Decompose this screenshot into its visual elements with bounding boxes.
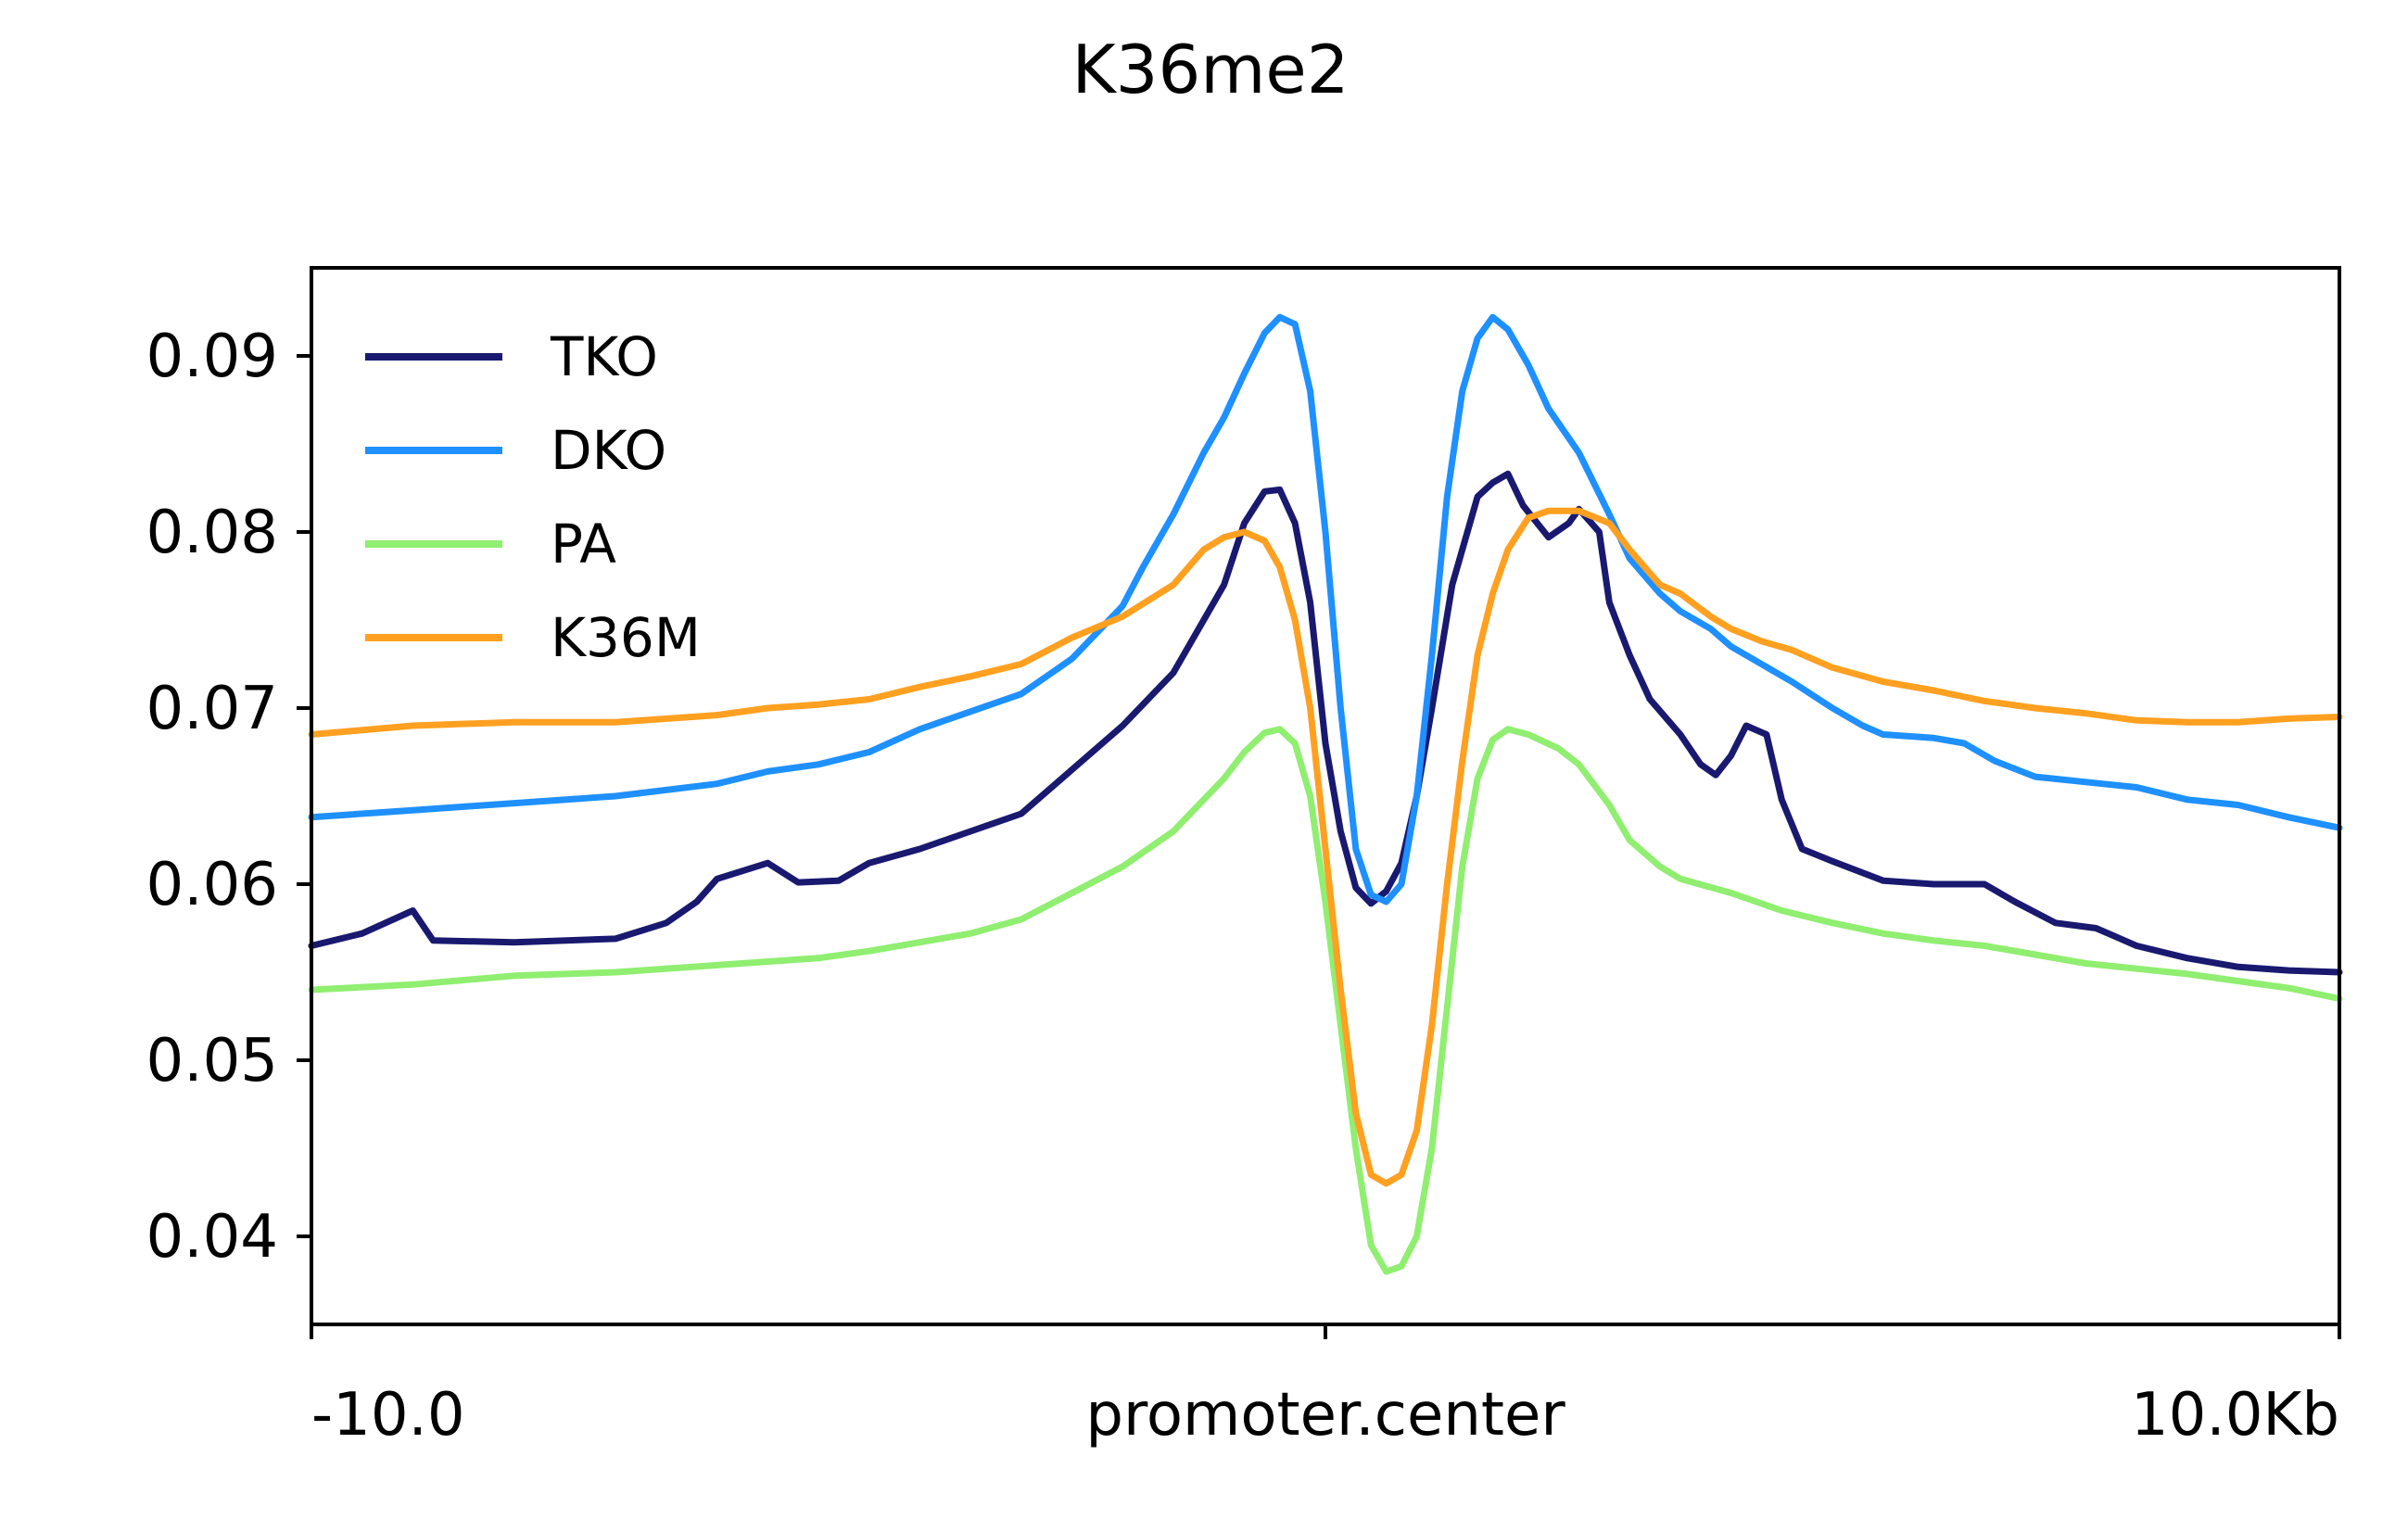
y-tick-label: 0.05 [146,1027,279,1095]
y-tick-label: 0.07 [146,675,279,743]
y-tick-label: 0.08 [146,499,279,567]
legend-label: TKO [550,325,658,388]
series-line-k36m [308,507,2343,1187]
series-line-pa [308,726,2343,1275]
y-tick-label: 0.04 [146,1203,279,1272]
series-line-dko [308,313,2343,905]
legend-label: K36M [551,606,701,669]
plot-frame [310,266,2341,1326]
legend-label: DKO [551,419,666,482]
x-axis: -10.0 promoter.center 10.0Kb [310,1324,2341,1450]
x-tick-label: -10.0 [311,1381,465,1450]
x-tick-label: 10.0Kb [2131,1381,2339,1450]
legend-label: PA [551,513,616,576]
series-lines [308,313,2343,1275]
y-tick-label: 0.09 [146,323,279,391]
y-tick-label: 0.06 [146,851,279,919]
series-line-tko [308,470,2343,976]
legend: TKO DKO PA K36M [365,325,701,669]
x-tick-label: promoter.center [1085,1381,1565,1450]
chart-title: K36me2 [1071,31,1349,108]
y-axis: 0.04 0.05 0.06 0.07 0.08 0.09 [146,323,311,1272]
